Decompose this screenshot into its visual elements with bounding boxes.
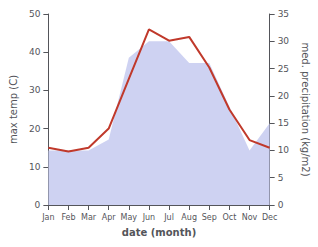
svg-text:Mar: Mar [81, 213, 97, 222]
svg-text:May: May [121, 213, 138, 222]
svg-text:Nov: Nov [242, 213, 258, 222]
svg-text:Oct: Oct [222, 213, 236, 222]
svg-text:20: 20 [29, 124, 41, 134]
svg-text:Jan: Jan [41, 213, 54, 222]
svg-text:0: 0 [35, 200, 41, 210]
svg-text:15: 15 [278, 118, 289, 128]
svg-text:0: 0 [278, 200, 284, 210]
svg-text:35: 35 [278, 9, 289, 19]
svg-text:10: 10 [278, 145, 290, 155]
svg-text:med. precipitation (kg/m2): med. precipitation (kg/m2) [300, 42, 311, 176]
svg-text:Jul: Jul [163, 213, 174, 222]
svg-text:30: 30 [278, 36, 290, 46]
svg-text:20: 20 [278, 91, 290, 101]
svg-text:5: 5 [278, 173, 284, 183]
svg-text:Feb: Feb [61, 213, 75, 222]
svg-text:30: 30 [29, 85, 41, 95]
svg-text:Apr: Apr [102, 213, 117, 222]
svg-text:date (month): date (month) [122, 227, 196, 238]
svg-text:Dec: Dec [262, 213, 277, 222]
svg-text:50: 50 [29, 9, 41, 19]
svg-text:Jun: Jun [142, 213, 156, 222]
svg-text:Sep: Sep [202, 213, 217, 222]
svg-text:40: 40 [29, 47, 41, 57]
svg-text:10: 10 [29, 162, 41, 172]
svg-text:max temp (C): max temp (C) [8, 75, 19, 144]
svg-text:25: 25 [278, 64, 289, 74]
svg-text:Aug: Aug [181, 213, 197, 222]
